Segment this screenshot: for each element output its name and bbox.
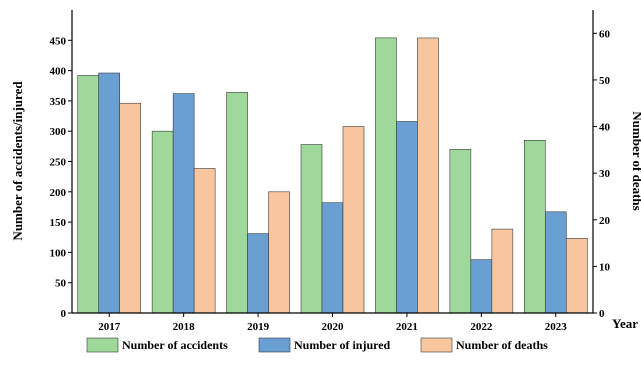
left-tick-label-200: 200 — [50, 187, 67, 199]
bar-number-of-deaths-2019 — [268, 191, 290, 314]
x-tick-label-2021: 2021 — [396, 321, 418, 333]
legend: Number of accidents Number of injured Numb… — [86, 337, 548, 353]
x-axis-title: Year — [612, 316, 638, 331]
legend-swatch-2 — [258, 337, 291, 353]
left-tick-label-0: 0 — [61, 308, 67, 320]
right-tick-label-20: 20 — [599, 215, 611, 227]
right-ticks-group: 0 10 20 30 40 50 60 — [593, 28, 611, 320]
left-tick-label-50: 50 — [55, 278, 67, 290]
y-axis-title: Number of accidents/injured — [10, 81, 25, 241]
bar-number-of-deaths-2017 — [119, 102, 142, 314]
left-tick-label-100: 100 — [50, 247, 67, 259]
x-tick-label-2018: 2018 — [173, 321, 196, 333]
bar-number-of-deaths-2020 — [342, 126, 365, 314]
x-tick-label-2017: 2017 — [98, 321, 121, 333]
bar-number-of-deaths-2018 — [193, 168, 216, 314]
legend-label-2: Number of injured — [294, 338, 391, 352]
legend-swatch-1 — [86, 337, 119, 353]
right-tick-label-50: 50 — [599, 75, 611, 87]
x-tick-label-2020: 2020 — [322, 321, 345, 333]
right-tick-label-30: 30 — [599, 168, 611, 180]
bar-number-of-accidents-2019 — [226, 92, 248, 314]
bar-number-of-accidents-2017 — [77, 75, 100, 314]
left-tick-label-450: 450 — [50, 35, 67, 47]
left-ticks-group: 0 50 100 150 200 250 300 350 400 450 — [50, 35, 72, 320]
bar-number-of-injured-2018 — [172, 93, 195, 314]
left-tick-label-400: 400 — [50, 66, 67, 78]
legend-swatch-3 — [420, 337, 453, 353]
legend-label-1: Number of accidents — [122, 338, 228, 352]
right-tick-label-0: 0 — [599, 308, 605, 320]
bar-number-of-accidents-2020 — [300, 144, 323, 314]
bar-number-of-accidents-2022 — [449, 149, 472, 314]
bar-number-of-deaths-2022 — [491, 228, 514, 314]
left-tick-label-300: 300 — [50, 126, 67, 138]
right-tick-label-60: 60 — [599, 28, 611, 40]
bar-number-of-injured-2019 — [247, 233, 269, 314]
y2-axis-title: Number of deaths — [630, 111, 641, 210]
right-tick-label-10: 10 — [599, 261, 611, 273]
right-tick-label-40: 40 — [599, 122, 611, 134]
x-tick-label-2019: 2019 — [247, 321, 270, 333]
left-tick-label-250: 250 — [50, 157, 67, 169]
bar-number-of-accidents-2018 — [151, 130, 174, 314]
bars-group — [77, 37, 588, 314]
bar-number-of-deaths-2021 — [417, 37, 439, 314]
left-tick-label-350: 350 — [50, 96, 67, 108]
bar-number-of-deaths-2023 — [565, 238, 588, 314]
x-tick-label-2022: 2022 — [470, 321, 493, 333]
left-tick-label-150: 150 — [50, 217, 67, 229]
bar-number-of-accidents-2021 — [375, 37, 397, 314]
bar-number-of-accidents-2023 — [523, 139, 546, 314]
bar-number-of-injured-2017 — [98, 72, 121, 314]
legend-label-3: Number of deaths — [456, 338, 548, 352]
x-ticks-group: 2017 2018 2019 2020 2021 2022 2023 — [98, 313, 567, 333]
bar-number-of-injured-2023 — [544, 211, 567, 314]
bar-number-of-injured-2022 — [470, 259, 493, 314]
bar-number-of-injured-2021 — [396, 121, 418, 314]
x-tick-label-2023: 2023 — [545, 321, 568, 333]
bar-number-of-injured-2020 — [321, 202, 344, 314]
